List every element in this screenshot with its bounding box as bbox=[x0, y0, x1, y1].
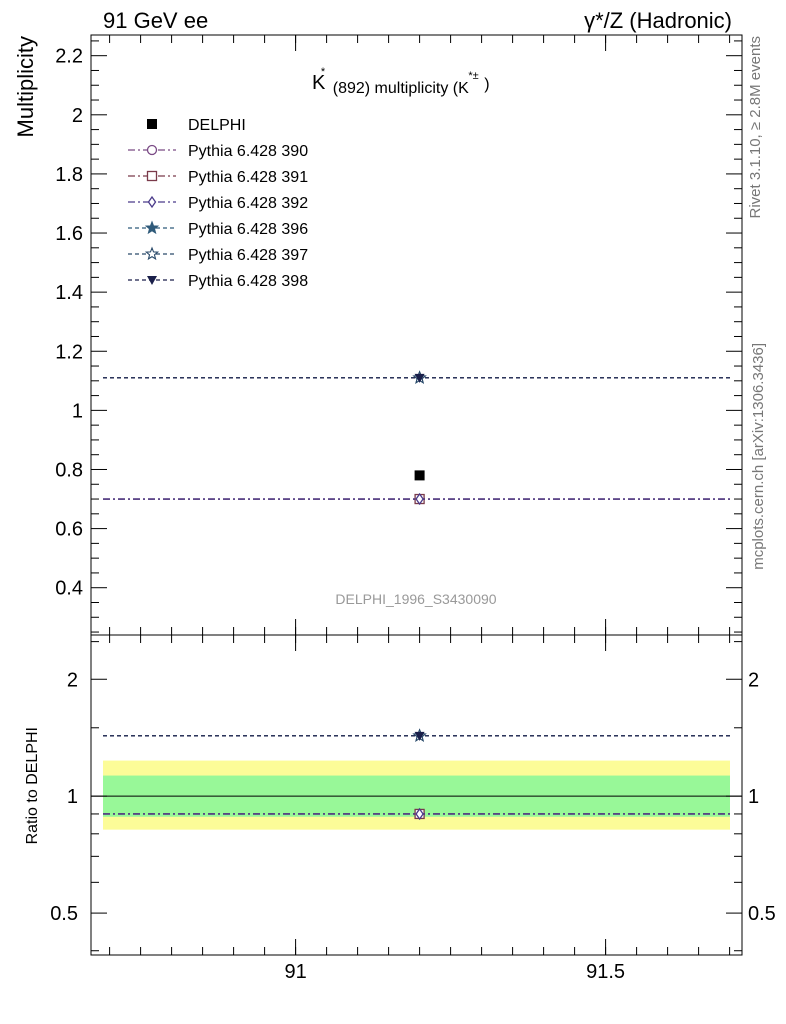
rivet-note: Rivet 3.1.10, ≥ 2.8M events bbox=[747, 36, 764, 219]
title-rest: (892) multiplicity (K bbox=[333, 80, 469, 97]
bottom-panel-content bbox=[91, 728, 742, 830]
ratio-marker-5 bbox=[414, 731, 425, 741]
top-ytick-label: 2 bbox=[72, 105, 83, 127]
bottom-y-axis-label: Ratio to DELPHI bbox=[24, 727, 41, 844]
legend: DELPHI Pythia 6.428 390 Pythia 6.428 391 Py… bbox=[128, 117, 308, 290]
bottom-ytick-label: 1 bbox=[67, 786, 78, 808]
data-point bbox=[414, 470, 425, 481]
bottom-ytick-label-right: 0.5 bbox=[748, 903, 776, 925]
top-ytick-label: 1.2 bbox=[55, 341, 83, 363]
legend-label-6: Pythia 6.428 398 bbox=[188, 273, 308, 290]
legend-marker-2 bbox=[146, 170, 158, 182]
top-ytick-label: 1.8 bbox=[55, 164, 83, 186]
x-tick-label: 91.5 bbox=[586, 961, 625, 983]
series-marker-5 bbox=[414, 373, 425, 383]
x-tick-label: 91 bbox=[284, 961, 306, 983]
axes-ticks: 0.4 0.6 0.8 1 1.2 1.4 1.6 1.8 2 2.2 91 91.5 0.5 0.5 1 1… bbox=[50, 35, 776, 983]
legend-label-1: Pythia 6.428 390 bbox=[188, 143, 308, 160]
series-marker-2 bbox=[415, 492, 424, 506]
top-y-axis-label: Multiplicity bbox=[13, 36, 38, 137]
bottom-ytick-label-right: 1 bbox=[748, 786, 759, 808]
title-sup2: *± bbox=[468, 70, 478, 82]
header-left: 91 GeV ee bbox=[103, 8, 208, 33]
top-ytick-label: 1.6 bbox=[55, 223, 83, 245]
title-close: ) bbox=[484, 76, 489, 93]
chart-title: K * (892) multiplicity (K *± ) bbox=[312, 58, 490, 98]
ratio-marker-2 bbox=[415, 807, 424, 821]
top-ytick-label: 0.8 bbox=[55, 459, 83, 481]
mcplots-note: mcplots.cern.ch [arXiv:1306.3436] bbox=[750, 343, 767, 570]
top-ytick-label: 0.4 bbox=[55, 578, 83, 600]
legend-marker-3 bbox=[147, 195, 157, 209]
legend-label-4: Pythia 6.428 396 bbox=[188, 221, 308, 238]
top-panel-content bbox=[103, 370, 730, 506]
legend-marker-4 bbox=[144, 220, 160, 235]
top-ytick-label: 1.4 bbox=[55, 282, 83, 304]
bottom-ytick-label-right: 2 bbox=[748, 669, 759, 691]
analysis-tag: DELPHI_1996_S3430090 bbox=[335, 591, 496, 607]
title-main: K bbox=[312, 72, 326, 94]
legend-marker-5 bbox=[144, 246, 160, 261]
legend-label-2: Pythia 6.428 391 bbox=[188, 169, 308, 186]
legend-label-3: Pythia 6.428 392 bbox=[188, 195, 308, 212]
bottom-ytick-label: 0.5 bbox=[50, 903, 78, 925]
bottom-panel-frame bbox=[90, 634, 743, 956]
legend-marker-0 bbox=[147, 119, 157, 129]
title-sup: * bbox=[321, 66, 326, 78]
legend-label-0: DELPHI bbox=[188, 117, 246, 134]
top-ytick-label: 2.2 bbox=[55, 46, 83, 68]
top-ytick-label: 1 bbox=[72, 400, 83, 422]
header-right: γ*/Z (Hadronic) bbox=[584, 8, 732, 33]
bottom-ytick-label: 2 bbox=[67, 669, 78, 691]
legend-marker-6 bbox=[147, 276, 157, 285]
legend-label-5: Pythia 6.428 397 bbox=[188, 247, 308, 264]
legend-marker-1 bbox=[146, 144, 158, 156]
top-ytick-label: 0.6 bbox=[55, 519, 83, 541]
